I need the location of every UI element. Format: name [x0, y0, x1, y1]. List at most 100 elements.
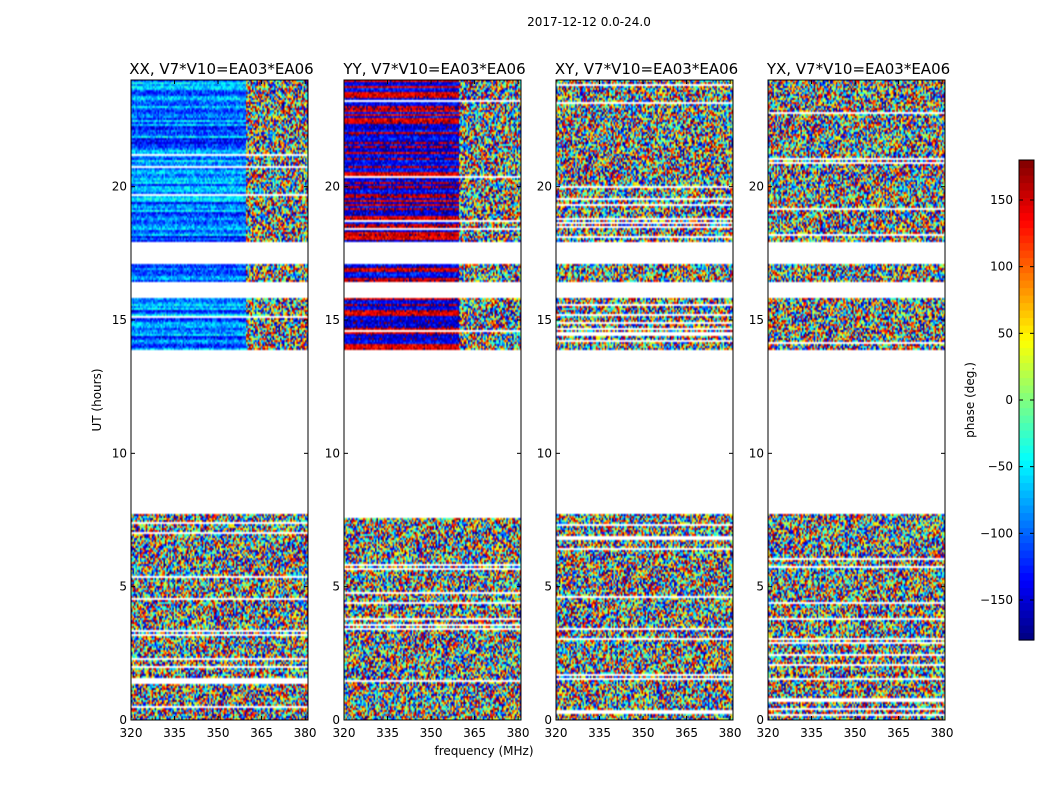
- x-tick-label: 335: [588, 726, 611, 740]
- colorbar-segment: [1019, 497, 1034, 506]
- colorbar-segment: [1019, 550, 1034, 559]
- x-tick-label: 350: [844, 726, 867, 740]
- x-tick-label: 335: [800, 726, 823, 740]
- colorbar-tick-label: 50: [998, 326, 1013, 340]
- colorbar-segment: [1019, 617, 1034, 626]
- y-tick-label: 15: [325, 313, 340, 327]
- axes-frame: [767, 79, 946, 721]
- colorbar-tick-label: 150: [990, 193, 1013, 207]
- colorbar-segment: [1019, 287, 1034, 296]
- colorbar-segment: [1019, 595, 1034, 604]
- colorbar-segment: [1019, 362, 1034, 371]
- colorbar-segment: [1019, 385, 1034, 394]
- x-tick-label: 380: [294, 726, 317, 740]
- colorbar-segment: [1019, 197, 1034, 206]
- colorbar-segment: [1019, 190, 1034, 199]
- x-tick-label: 335: [376, 726, 399, 740]
- x-tick-label: 380: [719, 726, 742, 740]
- colorbar-segment: [1019, 632, 1034, 641]
- colorbar-segment: [1019, 520, 1034, 529]
- colorbar-segment: [1019, 257, 1034, 266]
- colorbar-segment: [1019, 625, 1034, 634]
- phase-heatmap: [768, 80, 945, 720]
- panel-yy: YY, V7*V10=EA03*EA06 320 335 350 365 380 0 5 10 1…: [325, 60, 530, 740]
- colorbar-segment: [1019, 332, 1034, 341]
- colorbar-segment: [1019, 430, 1034, 439]
- colorbar-segment: [1019, 467, 1034, 476]
- colorbar-segment: [1019, 235, 1034, 244]
- colorbar-segment: [1019, 220, 1034, 229]
- colorbar-segment: [1019, 317, 1034, 326]
- panel-xx: XX, V7*V10=EA03*EA06 320 335 350 365 380 0 5 10 1…: [112, 60, 317, 740]
- colorbar-segment: [1019, 400, 1034, 409]
- y-tick-label: 15: [112, 313, 127, 327]
- colorbar-segment: [1019, 587, 1034, 596]
- y-tick-label: 10: [749, 446, 764, 460]
- y-tick-label: 20: [112, 180, 127, 194]
- y-tick-label: 5: [332, 580, 340, 594]
- panel-title: YX, V7*V10=EA03*EA06: [766, 60, 950, 78]
- x-tick-label: 365: [250, 726, 273, 740]
- x-tick-label: 350: [632, 726, 655, 740]
- axes-frame: [555, 79, 734, 721]
- colorbar-segment: [1019, 572, 1034, 581]
- y-tick-label: 20: [537, 180, 552, 194]
- colorbar-segment: [1019, 482, 1034, 491]
- x-tick-label: 320: [757, 726, 780, 740]
- colorbar-segment: [1019, 452, 1034, 461]
- x-axis-label: frequency (MHz): [434, 744, 533, 758]
- x-tick-label: 380: [507, 726, 530, 740]
- colorbar-label: phase (deg.): [963, 362, 977, 438]
- colorbar-tick-label: 0: [1005, 393, 1013, 407]
- panel-title: YY, V7*V10=EA03*EA06: [342, 60, 525, 78]
- colorbar-segment: [1019, 205, 1034, 214]
- y-tick-label: 10: [112, 446, 127, 460]
- colorbar-segment: [1019, 610, 1034, 619]
- colorbar-segment: [1019, 370, 1034, 379]
- colorbar-segment: [1019, 160, 1034, 169]
- x-tick-label: 380: [931, 726, 954, 740]
- phase-heatmap: [131, 80, 308, 720]
- axes-frame: [343, 79, 522, 721]
- x-tick-label: 350: [420, 726, 443, 740]
- panel-yx: YX, V7*V10=EA03*EA06 320 335 350 365 380 0 5 10 1…: [749, 60, 954, 740]
- colorbar-segment: [1019, 167, 1034, 176]
- x-tick-label: 365: [887, 726, 910, 740]
- colorbar-segment: [1019, 302, 1034, 311]
- colorbar-segment: [1019, 355, 1034, 364]
- y-tick-label: 20: [325, 180, 340, 194]
- colorbar-segment: [1019, 475, 1034, 484]
- colorbar: 150 100 50 0 −50 −100 −150 phase (deg.): [963, 159, 1035, 641]
- colorbar-segment: [1019, 347, 1034, 356]
- colorbar-segment: [1019, 542, 1034, 551]
- y-tick-label: 20: [749, 180, 764, 194]
- y-tick-label: 0: [756, 713, 764, 727]
- colorbar-segment: [1019, 280, 1034, 289]
- y-tick-label: 15: [537, 313, 552, 327]
- colorbar-segment: [1019, 227, 1034, 236]
- colorbar-segment: [1019, 565, 1034, 574]
- colorbar-segment: [1019, 580, 1034, 589]
- y-tick-label: 5: [756, 580, 764, 594]
- panel-title: XY, V7*V10=EA03*EA06: [555, 60, 738, 78]
- colorbar-segment: [1019, 265, 1034, 274]
- y-tick-label: 15: [749, 313, 764, 327]
- colorbar-segment: [1019, 272, 1034, 281]
- panel-title: XX, V7*V10=EA03*EA06: [129, 60, 313, 78]
- colorbar-segment: [1019, 182, 1034, 191]
- colorbar-segment: [1019, 175, 1034, 184]
- colorbar-segment: [1019, 557, 1034, 566]
- y-tick-label: 0: [544, 713, 552, 727]
- colorbar-segment: [1019, 422, 1034, 431]
- colorbar-segment: [1019, 512, 1034, 521]
- x-tick-label: 365: [675, 726, 698, 740]
- colorbar-segment: [1019, 490, 1034, 499]
- x-tick-label: 320: [545, 726, 568, 740]
- colorbar-tick-label: −50: [988, 460, 1013, 474]
- colorbar-segment: [1019, 212, 1034, 221]
- colorbar-segment: [1019, 310, 1034, 319]
- x-tick-label: 350: [207, 726, 230, 740]
- colorbar-segment: [1019, 445, 1034, 454]
- colorbar-segment: [1019, 407, 1034, 416]
